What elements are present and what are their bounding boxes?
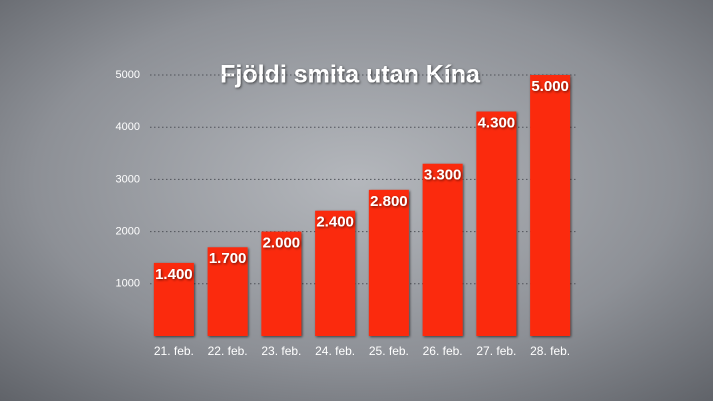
y-tick-label: 4000 <box>116 121 140 133</box>
value-label: 5.000 <box>531 78 569 95</box>
bar <box>530 75 571 336</box>
y-tick-label: 1000 <box>116 278 140 290</box>
value-label: 2.400 <box>316 214 354 231</box>
bar <box>315 210 356 336</box>
value-label: 1.400 <box>155 266 193 283</box>
x-tick-label: 26. feb. <box>423 344 463 358</box>
x-tick-label: 27. feb. <box>476 344 516 358</box>
value-label: 4.300 <box>478 115 516 132</box>
x-tick-label: 28. feb. <box>530 344 570 358</box>
bar <box>476 111 517 336</box>
bar <box>207 247 248 336</box>
bar <box>422 163 463 336</box>
y-tick-label: 2000 <box>116 226 140 238</box>
value-label: 3.300 <box>424 167 462 184</box>
x-tick-label: 22. feb. <box>208 344 248 358</box>
value-label: 1.700 <box>209 250 247 267</box>
bar <box>368 189 409 336</box>
y-tick-label: 3000 <box>116 173 140 185</box>
bar <box>153 262 194 336</box>
x-tick-label: 24. feb. <box>315 344 355 358</box>
y-tick-label: 5000 <box>116 69 140 81</box>
value-label: 2.000 <box>263 235 301 252</box>
value-label: 2.800 <box>370 193 408 210</box>
x-tick-label: 25. feb. <box>369 344 409 358</box>
x-tick-label: 23. feb. <box>261 344 301 358</box>
bar <box>261 231 302 336</box>
x-tick-label: 21. feb. <box>154 344 194 358</box>
